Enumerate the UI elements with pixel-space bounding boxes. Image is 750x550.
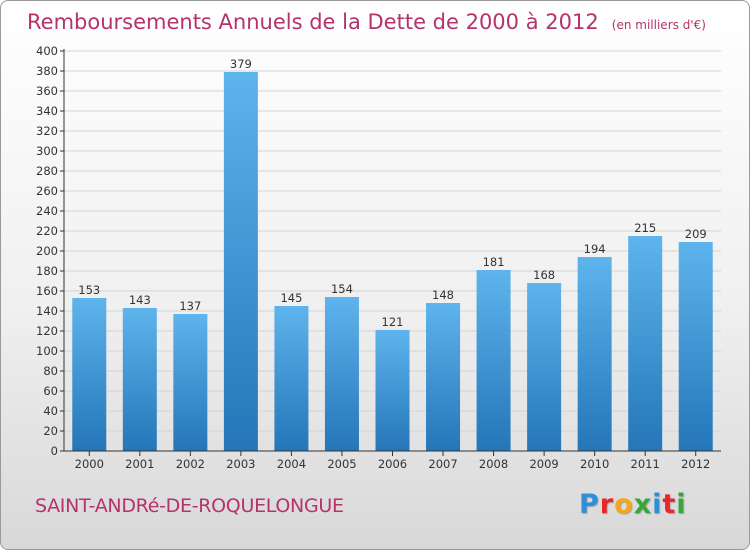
bar-value-label: 154 (331, 282, 353, 296)
x-tick-label: 2007 (428, 457, 457, 471)
bar-value-label: 137 (179, 299, 201, 313)
bar-value-label: 215 (634, 221, 656, 235)
bar-2005 (324, 297, 359, 451)
bar-2006 (375, 330, 410, 451)
y-tick-label: 380 (36, 64, 58, 78)
logo-letter: i (676, 489, 687, 520)
bar-2011 (628, 236, 663, 451)
chart-title: Remboursements Annuels de la Dette de 20… (27, 10, 706, 34)
x-tick-label: 2011 (631, 457, 660, 471)
x-tick-label: 2004 (277, 457, 306, 471)
bar-2002 (173, 314, 208, 451)
bar-value-label: 209 (685, 227, 707, 241)
x-tick-label: 2012 (681, 457, 710, 471)
bar-value-label: 379 (230, 57, 252, 71)
bar-2003 (223, 72, 258, 451)
y-tick-label: 240 (36, 204, 58, 218)
bar-value-label: 145 (280, 291, 302, 305)
x-tick-label: 2008 (479, 457, 508, 471)
logo-letter: x (633, 489, 653, 520)
axes: 0 20 40 60 80 100 120 140 160 180 200 220 240 260 280 3… (36, 44, 721, 471)
proxiti-logo: Proxiti (579, 489, 687, 520)
y-tick-label: 340 (36, 104, 58, 118)
bar-2007 (426, 303, 461, 451)
y-tick-label: 280 (36, 164, 58, 178)
y-tick-label: 400 (36, 44, 58, 58)
bar-2004 (274, 306, 309, 451)
y-tick-label: 360 (36, 84, 58, 98)
x-tick-label: 2006 (378, 457, 407, 471)
bar-value-label: 168 (533, 268, 555, 282)
y-tick-label: 100 (36, 344, 58, 358)
y-tick-label: 320 (36, 124, 58, 138)
bar-value-label: 143 (129, 293, 151, 307)
bar-2009 (527, 283, 562, 451)
x-tick-label: 2010 (580, 457, 609, 471)
y-tick-label: 40 (43, 404, 58, 418)
y-tick-label: 60 (43, 384, 58, 398)
x-tick-label: 2000 (75, 457, 104, 471)
chart-title-unit: (en milliers d'€) (611, 18, 706, 32)
bar-2000 (72, 298, 107, 451)
logo-letter: r (599, 489, 615, 520)
bar-value-label: 194 (584, 242, 606, 256)
y-tick-label: 140 (36, 304, 58, 318)
bar-2010 (577, 257, 612, 451)
y-tick-label: 20 (43, 424, 58, 438)
bar-value-label: 153 (78, 283, 100, 297)
logo-letter: o (614, 489, 634, 520)
logo-letter: i (652, 489, 663, 520)
x-tick-label: 2001 (125, 457, 154, 471)
bar-value-label: 148 (432, 288, 454, 302)
y-tick-label: 260 (36, 184, 58, 198)
chart-title-main: Remboursements Annuels de la Dette de 20… (27, 10, 599, 34)
bar-value-label: 181 (483, 255, 505, 269)
y-tick-label: 220 (36, 224, 58, 238)
y-tick-label: 0 (51, 444, 58, 458)
bars: 153 143 137 379 145 154 121 148 181 168 194 215 209 (72, 57, 713, 451)
y-tick-label: 200 (36, 244, 58, 258)
x-tick-label: 2005 (327, 457, 356, 471)
bar-2008 (476, 270, 511, 451)
x-tick-label: 2002 (176, 457, 205, 471)
x-tick-label: 2009 (529, 457, 558, 471)
x-tick-label: 2003 (226, 457, 255, 471)
y-tick-label: 120 (36, 324, 58, 338)
y-tick-label: 180 (36, 264, 58, 278)
commune-name: SAINT-ANDRé-DE-ROQUELONGUE (35, 495, 344, 517)
bar-2001 (122, 308, 157, 451)
y-tick-label: 300 (36, 144, 58, 158)
bar-value-label: 121 (382, 315, 404, 329)
logo-letter: P (579, 489, 600, 520)
y-tick-label: 80 (43, 364, 58, 378)
bar-2012 (678, 242, 713, 451)
logo-letter: t (662, 489, 677, 520)
y-tick-label: 160 (36, 284, 58, 298)
